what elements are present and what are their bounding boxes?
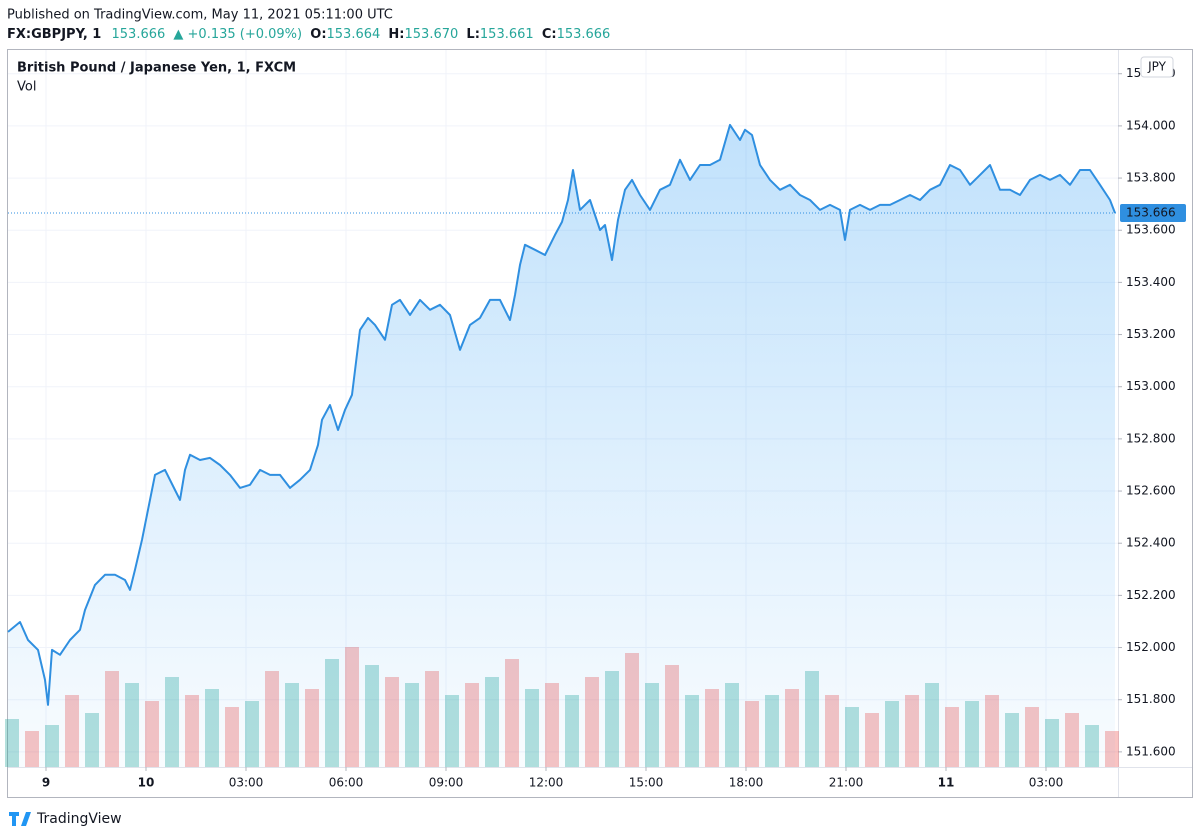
- y-tick-label: 152.400: [1126, 536, 1176, 550]
- x-tick-label: 03:00: [229, 776, 264, 790]
- header-line: FX:GBPJPY, 1 153.666 ▲ +0.135 (+0.09%) O…: [7, 27, 610, 42]
- close-label: C:: [542, 27, 557, 42]
- x-tick-label: 21:00: [829, 776, 864, 790]
- open: 153.664: [327, 27, 381, 42]
- x-tick-label: 10: [138, 776, 155, 790]
- last-price-label: 153.666: [1126, 206, 1176, 220]
- volume-label: Vol: [17, 80, 36, 95]
- plot: 151.600 151.800 152.000 152.200 152.400 152.6…: [5, 50, 1176, 790]
- y-tick-label: 153.600: [1126, 223, 1176, 237]
- high: 153.670: [405, 27, 459, 42]
- brand: TradingView: [36, 811, 122, 827]
- last: 153.666: [112, 27, 166, 42]
- y-tick-label: 154.000: [1126, 118, 1176, 132]
- y-tick-label: 153.800: [1126, 171, 1176, 185]
- x-tick-label: 03:00: [1029, 776, 1064, 790]
- y-tick-label: 151.600: [1126, 744, 1176, 758]
- open-label: O:: [310, 27, 326, 42]
- symbol: FX:GBPJPY, 1: [7, 27, 101, 42]
- y-tick-label: 152.800: [1126, 431, 1176, 445]
- close: 153.666: [557, 27, 611, 42]
- y-tick-label: 151.800: [1126, 692, 1176, 706]
- area: [8, 124, 1115, 767]
- x-tick-label: 06:00: [329, 776, 364, 790]
- x-tick-label: 09:00: [429, 776, 464, 790]
- currency-box[interactable]: [1140, 56, 1174, 78]
- price-line: [7, 123, 1116, 706]
- y-tick-label: 153.400: [1126, 275, 1176, 289]
- chart-title: British Pound / Japanese Yen, 1, FXCM: [17, 61, 296, 76]
- currency[interactable]: JPY: [1147, 60, 1167, 74]
- y-tick-label: 152.000: [1126, 640, 1176, 654]
- high-label: H:: [388, 27, 404, 42]
- y-tick-label: 152.200: [1126, 588, 1176, 602]
- x-tick-label: 12:00: [529, 776, 564, 790]
- y-tick-label: 152.600: [1126, 484, 1176, 498]
- published: Published on TradingView.com, May 11, 20…: [7, 8, 393, 23]
- last-price-box: [1120, 204, 1186, 223]
- x-tick-label: 11: [938, 776, 955, 790]
- y-tick-label: 153.200: [1126, 327, 1176, 341]
- frame: [7, 49, 1193, 798]
- x-tick-label: 15:00: [629, 776, 664, 790]
- change: ▲ +0.135 (+0.09%): [173, 27, 302, 42]
- x-tick-label: 9: [42, 776, 50, 790]
- low-label: L:: [466, 27, 479, 42]
- low: 153.661: [480, 27, 534, 42]
- footer-logo: [9, 812, 31, 826]
- y-tick-label: 153.000: [1126, 379, 1176, 393]
- x-tick-label: 18:00: [729, 776, 764, 790]
